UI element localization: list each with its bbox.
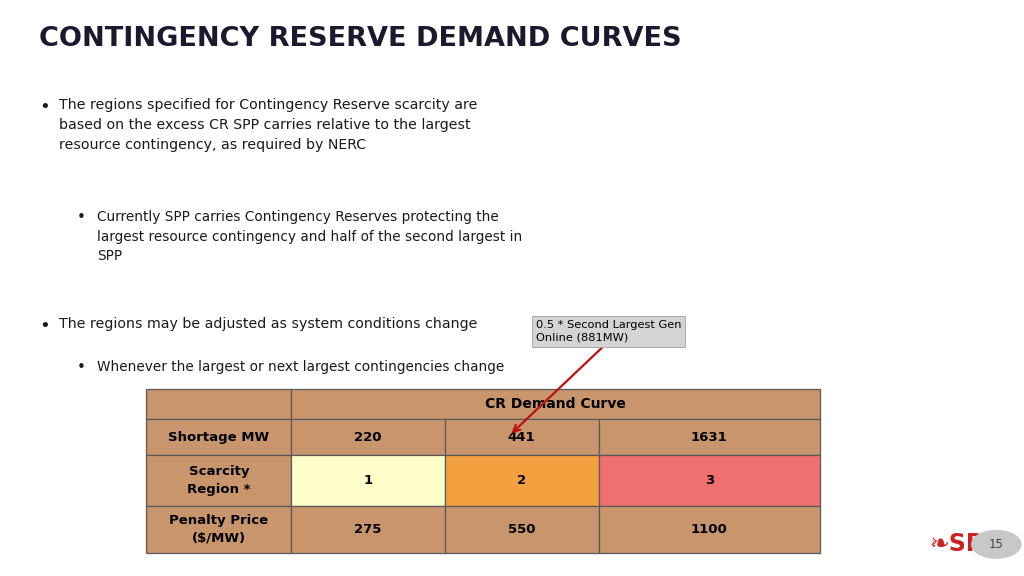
Text: 275: 275 [354,523,382,536]
Text: Penalty Price
($/MW): Penalty Price ($/MW) [169,514,268,545]
Text: 1100: 1100 [691,523,728,536]
Bar [146,455,291,506]
Text: Currently SPP carries Contingency Reserves protecting the
largest resource conti: Currently SPP carries Contingency Reserv… [97,210,522,263]
Text: CR Demand Curve: CR Demand Curve [485,397,627,411]
Bar [599,419,820,455]
Text: Scarcity
Region *: Scarcity Region * [187,465,251,496]
Bar [291,506,444,553]
Text: •: • [39,317,49,335]
Text: Shortage MW: Shortage MW [168,431,269,444]
Text: 0.5 * Second Largest Gen
Online (881MW): 0.5 * Second Largest Gen Online (881MW) [536,320,681,343]
Text: The regions may be adjusted as system conditions change: The regions may be adjusted as system co… [59,317,478,331]
Bar [444,419,599,455]
Bar [599,455,820,506]
Text: CONTINGENCY RESERVE DEMAND CURVES: CONTINGENCY RESERVE DEMAND CURVES [39,26,682,52]
Text: 1631: 1631 [691,431,728,444]
Circle shape [972,530,1021,558]
Text: 2: 2 [517,474,526,487]
Bar [146,419,291,455]
Text: The regions specified for Contingency Reserve scarcity are
based on the excess C: The regions specified for Contingency Re… [59,98,478,152]
Text: 220: 220 [354,431,382,444]
Text: ❧SPP: ❧SPP [929,532,1000,556]
Bar [146,506,291,553]
Text: •: • [77,210,86,225]
Text: 3: 3 [705,474,714,487]
Text: •: • [77,360,86,375]
Bar [291,455,444,506]
Bar [599,506,820,553]
Text: 15: 15 [989,538,1004,551]
Bar [444,506,599,553]
Text: 441: 441 [508,431,536,444]
Bar [444,455,599,506]
Text: Whenever the largest or next largest contingencies change: Whenever the largest or next largest con… [97,360,505,374]
Bar [291,419,444,455]
Text: 550: 550 [508,523,536,536]
Bar [146,389,291,419]
Text: 1: 1 [364,474,373,487]
Bar [291,389,820,419]
Text: •: • [39,98,49,116]
